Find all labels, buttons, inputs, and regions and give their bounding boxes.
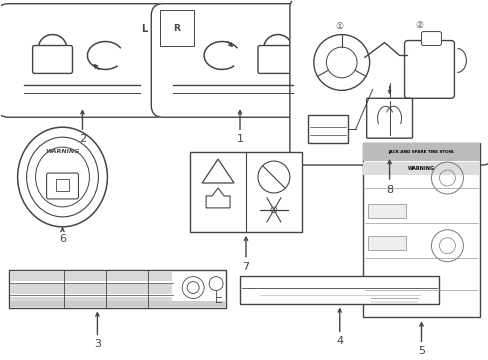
- Text: 8: 8: [385, 185, 392, 195]
- Bar: [10, 271, 172, 280]
- Text: 1: 1: [236, 134, 243, 144]
- Text: WARNING: WARNING: [45, 149, 80, 154]
- Bar: [9, 270, 225, 307]
- Text: 7: 7: [242, 262, 249, 272]
- Text: R: R: [173, 24, 180, 33]
- Bar: [362, 143, 479, 318]
- Bar: [10, 301, 224, 306]
- Bar: [240, 276, 439, 303]
- Bar: [367, 204, 405, 218]
- FancyBboxPatch shape: [0, 4, 167, 117]
- FancyBboxPatch shape: [258, 45, 297, 73]
- FancyBboxPatch shape: [33, 45, 72, 73]
- FancyBboxPatch shape: [151, 4, 319, 117]
- Bar: [362, 162, 479, 175]
- Bar: [190, 152, 301, 232]
- Bar: [56, 179, 69, 191]
- FancyBboxPatch shape: [366, 98, 412, 138]
- Text: 4: 4: [335, 336, 343, 346]
- Text: ①: ①: [335, 22, 343, 31]
- Bar: [307, 115, 347, 143]
- FancyBboxPatch shape: [289, 0, 488, 165]
- Text: 2: 2: [79, 134, 86, 144]
- Bar: [362, 143, 479, 161]
- Text: 6: 6: [59, 234, 66, 244]
- Text: JACK AND SPARE TIRE STOW.: JACK AND SPARE TIRE STOW.: [387, 150, 454, 154]
- FancyBboxPatch shape: [421, 32, 441, 45]
- Text: 5: 5: [417, 346, 424, 356]
- Bar: [367, 236, 405, 250]
- Bar: [10, 284, 172, 293]
- Text: 3: 3: [94, 339, 101, 350]
- FancyBboxPatch shape: [46, 173, 78, 199]
- Text: L: L: [141, 24, 147, 33]
- FancyBboxPatch shape: [404, 41, 453, 98]
- Text: ②: ②: [415, 21, 423, 30]
- Bar: [10, 297, 172, 306]
- Text: WARNING: WARNING: [407, 166, 434, 171]
- Circle shape: [270, 207, 276, 213]
